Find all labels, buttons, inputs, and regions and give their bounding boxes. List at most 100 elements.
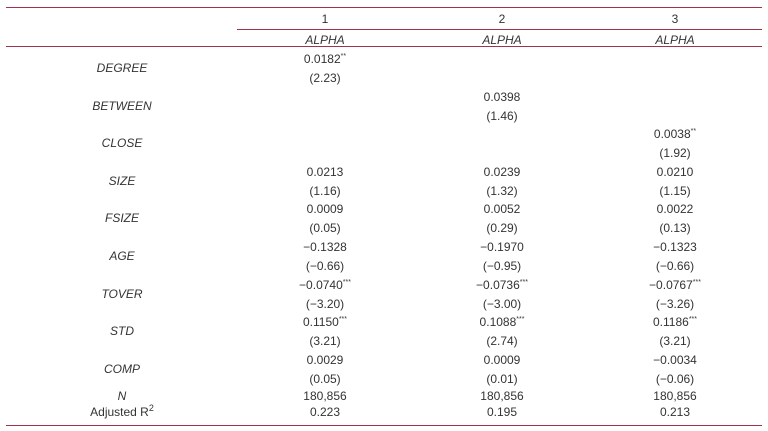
variable-label: COMP [104,361,140,376]
coefficient-value: 0.1186 [653,315,689,330]
footer-value: 180,856 [653,389,697,403]
footer-label-text: Adjusted R [90,405,149,419]
t-statistic: (−3.20) [305,296,345,311]
t-statistic: (−3.00) [482,296,522,311]
coefficient: 0.0213 [307,165,344,179]
t-statistic: (3.21) [659,334,691,349]
subheader-rule [6,46,762,47]
coefficient-value: 0.0182 [303,52,341,66]
coefficient: −0.0736*** [476,278,528,292]
coefficient-value: −0.1323 [653,240,697,254]
coefficient: 0.0022 [657,202,694,216]
coefficient-value: −0.0034 [653,352,697,367]
footer-label-superscript: 2 [148,403,154,413]
t-statistic: (0.05) [309,371,341,386]
coefficient: 0.0182** [304,52,346,66]
coefficient: −0.1328 [303,240,347,254]
coefficient: 0.0009 [307,202,344,216]
t-statistic: (1.16) [309,183,341,198]
coefficient-value: 0.0052 [483,202,521,217]
t-statistic: (1.15) [659,183,691,198]
variable-label: DEGREE [96,61,148,75]
dependent-variable: ALPHA [482,33,522,47]
coefficient-value: 0.0038 [653,127,691,142]
t-statistic: (−0.66) [305,259,345,273]
t-statistic: (2.74) [486,334,518,349]
dependent-variable: ALPHA [655,33,695,47]
t-statistic: (0.01) [486,371,518,386]
significance-stars: *** [688,316,697,324]
significance-stars: *** [692,278,701,286]
significance-stars: ** [690,128,697,136]
coefficient: −0.1323 [653,240,697,254]
variable-label: STD [110,324,134,339]
significance-stars: *** [516,316,525,324]
coefficient-value: 0.0029 [306,352,344,367]
coefficient-value: 0.0239 [483,164,521,179]
coefficient: 0.0009 [484,353,521,367]
coefficient-value: 0.1088 [479,315,517,330]
coefficient-value: 0.0009 [306,202,344,217]
coefficient-value: −0.0740 [299,277,343,292]
coefficient: −0.0767*** [649,278,701,292]
bottom-rule [6,425,762,426]
t-statistic: (0.29) [486,221,518,236]
t-statistic: (1.46) [486,108,518,123]
t-statistic: (1.92) [659,146,691,161]
coefficient: −0.0034 [653,353,697,367]
significance-stars: *** [342,278,351,286]
coefficient-value: 0.0009 [483,352,521,367]
footer-value: 0.195 [486,405,518,419]
t-statistic: (−0.06) [655,371,695,386]
coefficient: −0.1970 [480,240,524,254]
variable-label: AGE [109,249,135,263]
coefficient: 0.1150*** [303,315,347,329]
variable-label: CLOSE [101,136,143,151]
column-number: 3 [671,12,679,26]
significance-stars: *** [338,316,347,324]
t-statistic: (3.21) [309,334,341,349]
coefficient: 0.1186*** [653,315,697,329]
coefficient-value: −0.1970 [480,240,524,254]
footer-label: N [118,389,127,403]
coefficient: 0.0038** [654,127,696,141]
header-rule [237,29,762,30]
top-rule [6,7,762,8]
significance-stars: ** [340,53,347,60]
footer-value: 180,856 [480,389,524,403]
footer-value: 180,856 [303,389,347,403]
dependent-variable: ALPHA [305,33,345,47]
t-statistic: (0.13) [659,221,691,236]
coefficient-value: 0.0398 [483,89,521,104]
t-statistic: (2.23) [309,71,341,85]
footer-value: 0.213 [659,405,691,419]
coefficient: 0.0398 [484,90,521,104]
variable-label: FSIZE [104,211,140,226]
coefficient-value: 0.0210 [656,164,694,179]
coefficient: −0.0740*** [299,278,351,292]
column-number: 2 [498,12,506,26]
coefficient-value: −0.0736 [476,277,520,292]
coefficient-value: −0.0767 [649,277,693,292]
coefficient: 0.0210 [657,165,694,179]
significance-stars: *** [519,278,528,286]
t-statistic: (−0.66) [655,259,695,273]
variable-label: SIZE [108,173,136,188]
coefficient: 0.0239 [484,165,521,179]
coefficient-value: −0.1328 [303,240,347,254]
variable-label: BETWEEN [92,98,152,113]
coefficient: 0.1088*** [480,315,525,329]
coefficient-value: 0.1150 [303,315,339,330]
coefficient: 0.0029 [307,353,344,367]
t-statistic: (0.05) [309,221,341,236]
coefficient: 0.0052 [484,202,521,216]
t-statistic: (−0.95) [482,259,522,273]
column-number: 1 [321,12,329,26]
t-statistic: (−3.26) [655,296,695,311]
variable-label: TOVER [101,286,143,301]
footer-value: 0.223 [309,405,341,419]
footer-label-text: N [117,389,127,403]
coefficient-value: 0.0213 [306,164,344,179]
t-statistic: (1.32) [486,183,518,198]
